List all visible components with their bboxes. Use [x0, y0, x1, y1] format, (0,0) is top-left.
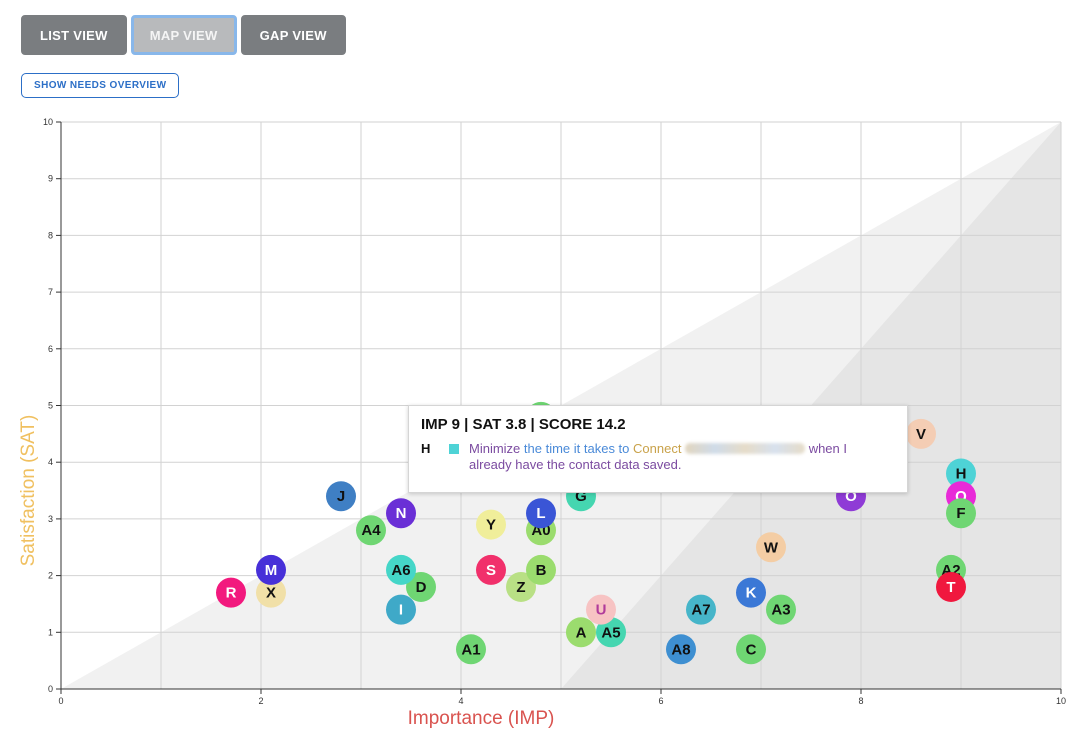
data-point-y: [476, 509, 506, 540]
data-point-k: [736, 577, 766, 608]
data-point-a4: [356, 515, 386, 546]
x-tick-label: 0: [58, 696, 63, 706]
data-point-l: [526, 498, 556, 529]
data-point-label: A6: [391, 562, 410, 579]
data-point-u: [586, 594, 616, 625]
data-point-z: [506, 571, 536, 602]
data-point-a8: [666, 634, 696, 665]
x-axis-title: Importance (IMP): [408, 708, 555, 729]
data-point-c: [736, 634, 766, 665]
data-point-r: [216, 577, 246, 608]
data-point-label: G: [575, 488, 587, 505]
x-tick-label: 10: [1056, 696, 1066, 706]
data-point-w: [756, 532, 786, 563]
data-point-label: A3: [771, 602, 790, 619]
tooltip-need-statement: Minimize the time it takes to Connect wh…: [469, 441, 869, 473]
data-point-label: R: [226, 585, 237, 602]
data-point-label: A4: [361, 522, 381, 539]
data-point-label: N: [396, 505, 407, 522]
data-point-label: Z: [516, 579, 525, 596]
data-point-label: A8: [671, 641, 690, 658]
data-point-label: S: [486, 562, 496, 579]
y-tick-label: 8: [48, 230, 53, 240]
data-point-label: K: [746, 585, 757, 602]
y-tick-label: 4: [48, 457, 53, 467]
data-point-label: L: [536, 505, 545, 522]
data-point-a5: [596, 617, 626, 648]
y-tick-label: 1: [48, 627, 53, 637]
redacted-text: [685, 443, 806, 454]
data-point-label: B: [536, 562, 547, 579]
data-point-a: [566, 617, 596, 648]
y-tick-label: 2: [48, 571, 53, 581]
data-point-t: [936, 571, 966, 602]
y-tick-label: 6: [48, 344, 53, 354]
data-point-a1: [456, 634, 486, 665]
y-tick-label: 3: [48, 514, 53, 524]
data-point-label: J: [337, 488, 345, 505]
need-text-part: Minimize: [469, 441, 524, 456]
data-point-label: H: [956, 466, 967, 483]
data-point-i: [386, 594, 416, 625]
tab-list-view[interactable]: LIST VIEW: [21, 15, 127, 55]
data-point-a7: [686, 594, 716, 625]
data-point-label: A5: [601, 624, 620, 641]
data-point-label: U: [596, 602, 607, 619]
data-point-x: [256, 577, 286, 608]
x-tick-label: 2: [258, 696, 263, 706]
data-point-s: [476, 554, 506, 585]
data-point-a3: [766, 594, 796, 625]
y-tick-label: 0: [48, 684, 53, 694]
data-point-label: V: [916, 426, 926, 443]
data-point-label: A: [576, 624, 587, 641]
data-point-label: A7: [691, 602, 710, 619]
tooltip-need-row: H Minimize the time it takes to Connect …: [421, 441, 895, 473]
data-point-m: [256, 554, 286, 585]
show-needs-overview-button[interactable]: SHOW NEEDS OVERVIEW: [21, 73, 180, 98]
data-point-label: M: [265, 562, 278, 579]
need-text-verb: Connect: [629, 441, 682, 456]
tooltip-color-swatch: [449, 444, 459, 454]
data-point-label: W: [764, 539, 779, 556]
data-point-a6: [386, 554, 416, 585]
x-tick-label: 8: [858, 696, 863, 706]
data-point-v: [906, 418, 936, 449]
y-axis-title: Satisfaction (SAT): [18, 415, 39, 567]
data-point-j: [326, 481, 356, 512]
data-point-label: D: [416, 579, 427, 596]
x-tick-label: 6: [658, 696, 663, 706]
data-point-label: X: [266, 585, 276, 602]
data-point-n: [386, 498, 416, 529]
point-tooltip: IMP 9 | SAT 3.8 | SCORE 14.2 H Minimize …: [408, 405, 908, 493]
data-point-label: A1: [461, 641, 480, 658]
data-point-h: [946, 458, 976, 489]
tooltip-title: IMP 9 | SAT 3.8 | SCORE 14.2: [421, 416, 626, 433]
data-point-label: I: [399, 602, 403, 619]
data-point-label: Y: [486, 517, 496, 534]
data-point-d: [406, 571, 436, 602]
data-point-b: [526, 554, 556, 585]
x-tick-label: 4: [458, 696, 463, 706]
y-tick-label: 10: [43, 117, 53, 127]
tooltip-need-letter: H: [421, 441, 431, 456]
y-tick-label: 7: [48, 287, 53, 297]
tab-map-view[interactable]: MAP VIEW: [130, 15, 237, 55]
tab-gap-view[interactable]: GAP VIEW: [240, 15, 346, 55]
need-text-context: when I already have the contact data sav…: [469, 441, 847, 472]
data-point-label: F: [956, 505, 965, 522]
y-tick-label: 5: [48, 401, 53, 411]
data-point-label: T: [946, 579, 955, 596]
data-point-f: [946, 498, 976, 529]
view-tabs: LIST VIEW MAP VIEW GAP VIEW: [21, 15, 346, 55]
y-tick-label: 9: [48, 174, 53, 184]
data-point-label: C: [746, 641, 757, 658]
need-text-metric: the time it takes to: [523, 441, 630, 456]
